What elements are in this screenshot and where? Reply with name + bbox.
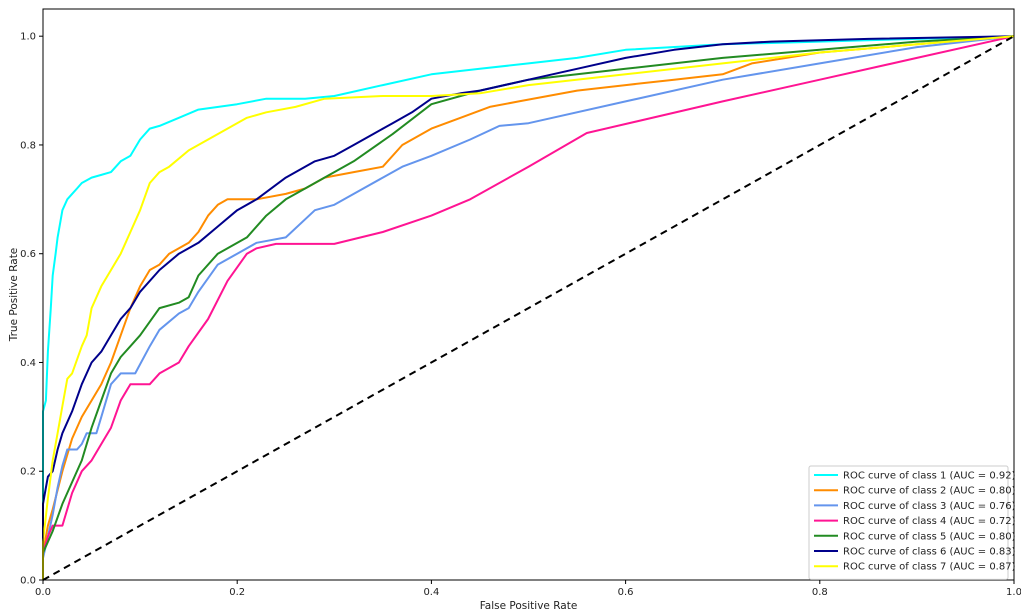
series-line-7 [42, 35, 1015, 580]
x-axis-label: False Positive Rate [480, 600, 578, 612]
y-tick-label: 0.0 [20, 576, 36, 587]
legend-entry: ROC curve of class 7 (AUC = 0.87) [843, 562, 1016, 573]
series-line-1 [42, 35, 1015, 580]
legend-entry: ROC curve of class 5 (AUC = 0.80) [843, 531, 1016, 542]
x-tick-label: 0.0 [35, 587, 51, 598]
y-axis-label: True Positive Rate [8, 248, 20, 343]
x-tick-label: 0.2 [229, 587, 245, 598]
y-tick-label: 1.0 [20, 32, 36, 43]
legend-entry: ROC curve of class 6 (AUC = 0.83) [843, 547, 1016, 558]
y-tick-label: 0.2 [20, 467, 36, 478]
legend: ROC curve of class 1 (AUC = 0.92) ROC cur… [808, 465, 1016, 580]
series-line-3 [42, 35, 1015, 580]
x-tick-label: 0.6 [618, 587, 634, 598]
y-axis-ticks: 0.0 0.2 0.4 0.6 0.8 1.0 [20, 32, 43, 587]
series-line-4 [42, 35, 1015, 580]
legend-entry: ROC curve of class 2 (AUC = 0.80) [843, 486, 1016, 497]
chance-diagonal-line [42, 35, 1015, 581]
series-line-2 [42, 35, 1015, 580]
series-line-6 [42, 35, 1015, 580]
x-tick-label: 1.0 [1006, 587, 1021, 598]
y-tick-label: 0.4 [20, 358, 36, 369]
y-tick-label: 0.8 [20, 140, 36, 151]
legend-entry: ROC curve of class 1 (AUC = 0.92) [843, 471, 1016, 482]
y-tick-label: 0.6 [20, 249, 36, 260]
plot-frame [42, 8, 1015, 581]
series-layer [42, 35, 1015, 581]
x-axis-ticks: 0.0 0.2 0.4 0.6 0.8 1.0 [35, 580, 1021, 598]
legend-entry: ROC curve of class 3 (AUC = 0.76) [843, 501, 1016, 512]
legend-box [808, 465, 1009, 580]
legend-entry: ROC curve of class 4 (AUC = 0.72) [843, 516, 1016, 527]
x-tick-label: 0.8 [812, 587, 828, 598]
x-tick-label: 0.4 [423, 587, 439, 598]
